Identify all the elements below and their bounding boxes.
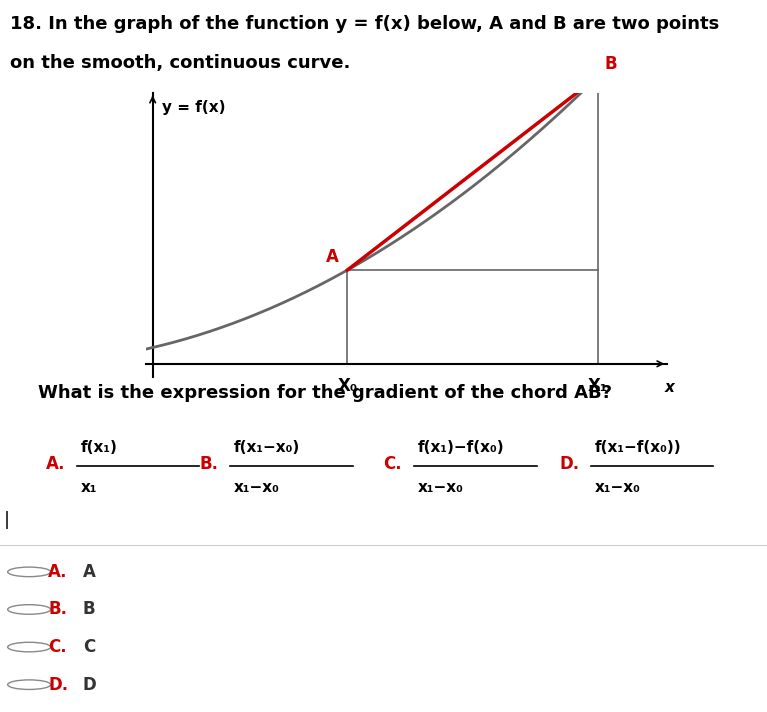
Text: D: D <box>83 676 97 693</box>
Text: X₁: X₁ <box>588 377 607 395</box>
Text: f(x₁): f(x₁) <box>81 439 117 455</box>
Text: x₁−x₀: x₁−x₀ <box>594 480 640 496</box>
Text: X₀: X₀ <box>337 377 357 395</box>
Text: B.: B. <box>48 600 67 619</box>
Text: D.: D. <box>560 455 580 473</box>
Text: B.: B. <box>199 455 219 473</box>
Text: f(x₁−x₀): f(x₁−x₀) <box>234 439 300 455</box>
Text: B: B <box>83 600 95 619</box>
Text: x₁−x₀: x₁−x₀ <box>418 480 464 496</box>
Text: A.: A. <box>46 455 65 473</box>
Text: y = f(x): y = f(x) <box>163 100 226 115</box>
Text: |: | <box>4 511 10 529</box>
Text: C.: C. <box>384 455 402 473</box>
Text: A.: A. <box>48 563 67 581</box>
Text: C: C <box>83 638 95 656</box>
Text: A: A <box>83 563 96 581</box>
Text: B: B <box>604 55 617 73</box>
Text: on the smooth, continuous curve.: on the smooth, continuous curve. <box>10 54 351 72</box>
Text: C.: C. <box>48 638 67 656</box>
Text: D.: D. <box>48 676 68 693</box>
Text: 18. In the graph of the function y = f(x) below, A and B are two points: 18. In the graph of the function y = f(x… <box>10 15 719 33</box>
Text: f(x₁−f(x₀)): f(x₁−f(x₀)) <box>594 439 681 455</box>
Text: x: x <box>664 380 674 395</box>
Text: x₁−x₀: x₁−x₀ <box>234 480 280 496</box>
Text: A: A <box>326 248 339 266</box>
Text: x₁: x₁ <box>81 480 97 496</box>
Text: f(x₁)−f(x₀): f(x₁)−f(x₀) <box>418 439 505 455</box>
Text: What is the expression for the gradient of the chord AB?: What is the expression for the gradient … <box>38 384 612 402</box>
